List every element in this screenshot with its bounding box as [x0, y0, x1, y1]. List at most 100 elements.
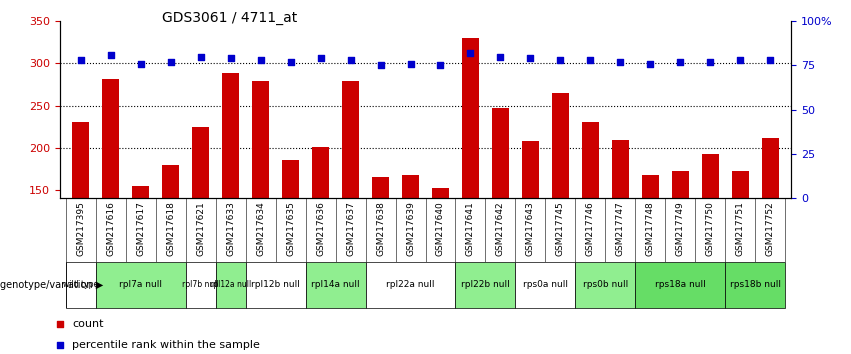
Point	[254, 57, 267, 63]
Text: GSM217637: GSM217637	[346, 201, 355, 256]
Bar	[762, 138, 779, 198]
Bar	[582, 122, 599, 198]
Point	[194, 54, 208, 59]
Bar	[72, 122, 89, 198]
Point	[163, 59, 177, 65]
Text: GSM217750: GSM217750	[706, 201, 715, 256]
Text: GSM217752: GSM217752	[766, 201, 775, 256]
Point	[643, 61, 657, 67]
Text: count: count	[72, 319, 104, 329]
Point	[523, 56, 537, 61]
Text: rps18a null: rps18a null	[655, 280, 705, 290]
Point	[134, 61, 147, 67]
Text: GSM217395: GSM217395	[76, 201, 85, 256]
Bar	[66, 262, 95, 308]
Bar	[95, 262, 186, 308]
Text: GSM217621: GSM217621	[196, 201, 205, 256]
Point	[674, 59, 688, 65]
Text: GSM217751: GSM217751	[736, 201, 745, 256]
Bar	[222, 73, 239, 198]
Bar	[163, 165, 179, 198]
Text: GSM217634: GSM217634	[256, 201, 265, 256]
Text: rps18b null: rps18b null	[730, 280, 781, 290]
Text: GSM217633: GSM217633	[226, 201, 235, 256]
Bar	[672, 171, 688, 198]
Point	[314, 56, 328, 61]
Bar	[552, 93, 568, 198]
Bar	[575, 262, 636, 308]
Bar	[516, 262, 575, 308]
Bar	[252, 81, 269, 198]
Text: GSM217635: GSM217635	[286, 201, 295, 256]
Bar	[403, 175, 419, 198]
Bar	[246, 262, 306, 308]
Bar	[523, 141, 539, 198]
Point	[434, 63, 448, 68]
Text: GSM217640: GSM217640	[436, 201, 445, 256]
Text: GSM217748: GSM217748	[646, 201, 655, 256]
Point	[74, 57, 88, 63]
Bar	[455, 262, 516, 308]
Point	[763, 57, 777, 63]
Bar	[612, 140, 629, 198]
Bar	[432, 188, 448, 198]
Point	[283, 59, 297, 65]
Text: GSM217636: GSM217636	[316, 201, 325, 256]
Bar	[492, 108, 509, 198]
Point	[494, 54, 507, 59]
Text: GSM217639: GSM217639	[406, 201, 415, 256]
Text: GSM217638: GSM217638	[376, 201, 385, 256]
Text: GSM217749: GSM217749	[676, 201, 685, 256]
Point	[104, 52, 117, 58]
Point	[464, 50, 477, 56]
Point	[704, 59, 717, 65]
Text: GSM217618: GSM217618	[166, 201, 175, 256]
Text: rps0b null: rps0b null	[583, 280, 628, 290]
Text: GSM217746: GSM217746	[586, 201, 595, 256]
Text: rpl22b null: rpl22b null	[461, 280, 510, 290]
Bar	[186, 262, 215, 308]
Bar	[702, 154, 719, 198]
Point	[224, 56, 237, 61]
Text: rpl14a null: rpl14a null	[311, 280, 360, 290]
Point	[554, 57, 568, 63]
Text: GSM217747: GSM217747	[616, 201, 625, 256]
Text: rpl12b null: rpl12b null	[251, 280, 300, 290]
Bar	[725, 262, 785, 308]
Bar	[732, 171, 749, 198]
Bar	[215, 262, 246, 308]
Text: GSM217617: GSM217617	[136, 201, 145, 256]
Bar	[283, 160, 299, 198]
Bar	[306, 262, 366, 308]
Point	[584, 57, 597, 63]
Text: GDS3061 / 4711_at: GDS3061 / 4711_at	[162, 11, 297, 25]
Text: genotype/variation ▶: genotype/variation ▶	[0, 280, 103, 290]
Text: GSM217642: GSM217642	[496, 201, 505, 256]
Bar	[366, 262, 455, 308]
Text: GSM217745: GSM217745	[556, 201, 565, 256]
Text: rps0a null: rps0a null	[523, 280, 568, 290]
Bar	[192, 127, 208, 198]
Text: GSM217641: GSM217641	[466, 201, 475, 256]
Text: wild type: wild type	[63, 280, 98, 290]
Text: GSM217616: GSM217616	[106, 201, 115, 256]
Bar	[636, 262, 725, 308]
Bar	[102, 79, 119, 198]
Bar	[342, 81, 359, 198]
Text: percentile rank within the sample: percentile rank within the sample	[72, 340, 260, 350]
Bar	[312, 147, 328, 198]
Text: rpl7b null: rpl7b null	[182, 280, 219, 290]
Point	[403, 61, 417, 67]
Point	[374, 63, 387, 68]
Bar	[643, 175, 659, 198]
Bar	[132, 185, 149, 198]
Point	[614, 59, 627, 65]
Bar	[462, 38, 479, 198]
Point	[734, 57, 747, 63]
Text: rpl7a null: rpl7a null	[119, 280, 162, 290]
Bar	[372, 177, 389, 198]
Text: rpl22a null: rpl22a null	[386, 280, 435, 290]
Point	[344, 57, 357, 63]
Text: rpl12a null: rpl12a null	[210, 280, 251, 290]
Text: GSM217643: GSM217643	[526, 201, 535, 256]
